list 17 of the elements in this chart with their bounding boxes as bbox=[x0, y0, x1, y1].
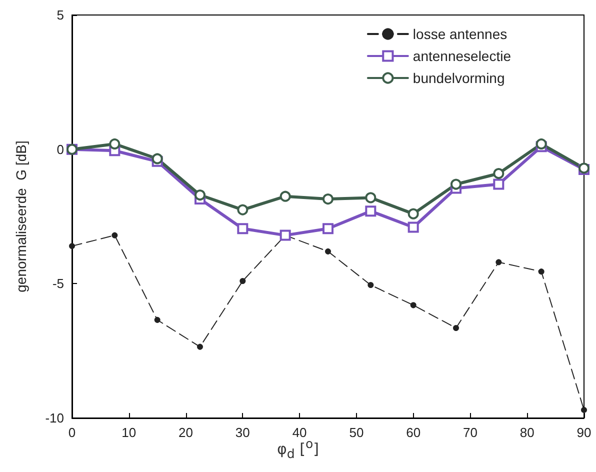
legend-label: losse antennes bbox=[412, 26, 508, 42]
legend-label: bundelvorming bbox=[412, 70, 505, 86]
y-tick-label: -10 bbox=[45, 410, 64, 426]
x-tick-label: 70 bbox=[462, 425, 478, 440]
x-tick-label: 60 bbox=[406, 425, 421, 440]
y-tick-label: -5 bbox=[52, 276, 64, 292]
x-tick-label: 80 bbox=[520, 425, 534, 440]
legend-label: antenneselectie bbox=[412, 48, 512, 64]
x-tick-label: 20 bbox=[178, 425, 194, 440]
y-tick-label: 5 bbox=[56, 8, 64, 22]
x-tick-label: 50 bbox=[349, 425, 364, 440]
x-tick-label: 0 bbox=[68, 425, 76, 440]
y-tick-label: 0 bbox=[56, 142, 64, 157]
x-tick-label: 90 bbox=[576, 425, 592, 440]
y-axis-title: genormaliseerde G [dB] bbox=[13, 140, 29, 292]
x-tick-label: 30 bbox=[235, 425, 250, 440]
x-tick-label: 10 bbox=[122, 425, 136, 440]
